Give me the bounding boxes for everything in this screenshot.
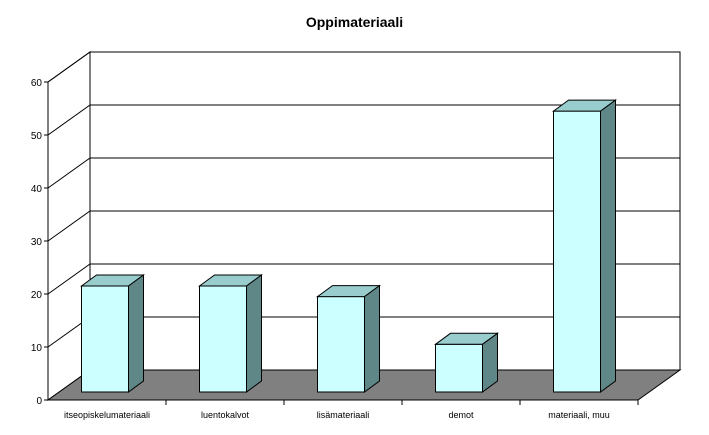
bar-side: [246, 274, 262, 393]
x-tick-labels: itseopiskelumateriaali luentokalvot lisäma…: [64, 410, 610, 420]
axes: [47, 82, 639, 405]
y-tick-label: 30: [31, 237, 43, 248]
gridline: [47, 210, 680, 242]
bar-side: [600, 99, 616, 393]
x-tick-label: lisämateriaali: [317, 410, 370, 420]
bar-front: [199, 285, 247, 393]
y-tick-label: 10: [31, 343, 43, 354]
gridline: [47, 263, 680, 295]
gridline: [47, 157, 680, 189]
x-tick-label: materiaali, muu: [548, 410, 610, 420]
bar-side: [364, 284, 380, 393]
bar-side: [128, 274, 144, 393]
bar-front: [317, 296, 365, 393]
y-tick-label: 50: [31, 131, 43, 142]
bar-front: [435, 343, 483, 393]
y-tick-label: 0: [36, 396, 42, 407]
y-tick-label: 60: [31, 78, 43, 89]
bar: [315, 284, 382, 393]
bar-side: [482, 332, 498, 393]
bars: [79, 99, 618, 393]
bar: [79, 274, 146, 393]
bar-front: [553, 110, 601, 393]
y-tick-label: 20: [31, 290, 43, 301]
gridline: [47, 51, 680, 83]
chart-title: Oppimateriaali: [305, 14, 404, 30]
y-tick-label: 40: [31, 184, 43, 195]
x-tick-label: itseopiskelumateriaali: [64, 410, 150, 420]
bar: [551, 99, 618, 393]
x-tick-label: demot: [448, 410, 474, 420]
y-tick-labels: 0 10 20 30 40 50 60: [31, 78, 43, 407]
gridline: [47, 104, 680, 136]
bar-front: [81, 285, 129, 393]
bar: [197, 274, 264, 393]
bar: [433, 332, 500, 393]
x-tick-label: luentokalvot: [201, 410, 250, 420]
